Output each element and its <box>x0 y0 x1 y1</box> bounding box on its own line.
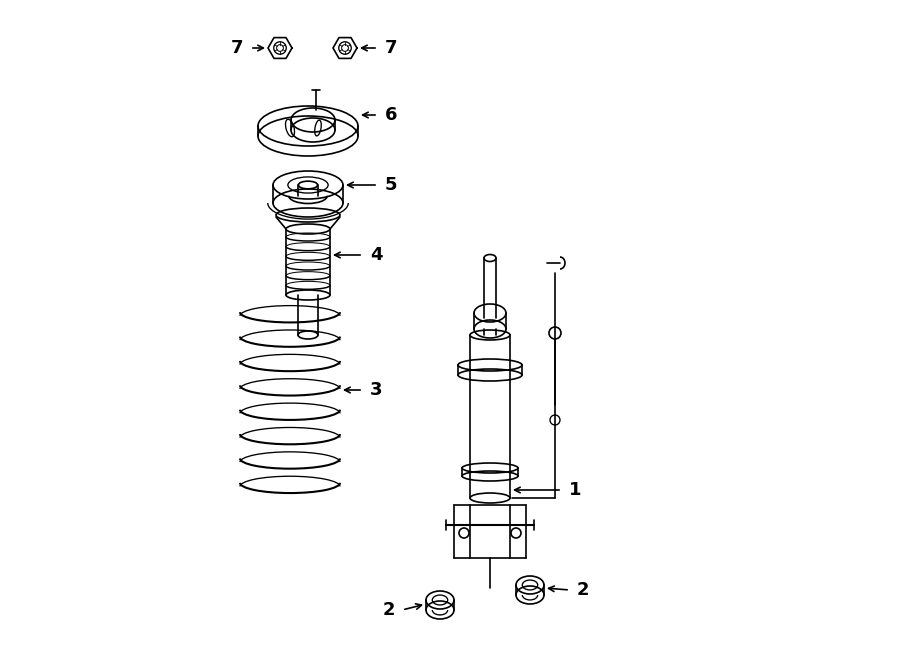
Text: 1: 1 <box>569 481 581 499</box>
Text: 7: 7 <box>385 39 398 57</box>
Text: 6: 6 <box>385 106 398 124</box>
Text: 7: 7 <box>230 39 243 57</box>
Text: 2: 2 <box>577 581 590 599</box>
Text: 4: 4 <box>370 246 382 264</box>
Text: 5: 5 <box>385 176 398 194</box>
Text: 3: 3 <box>370 381 382 399</box>
Text: 2: 2 <box>382 601 395 619</box>
